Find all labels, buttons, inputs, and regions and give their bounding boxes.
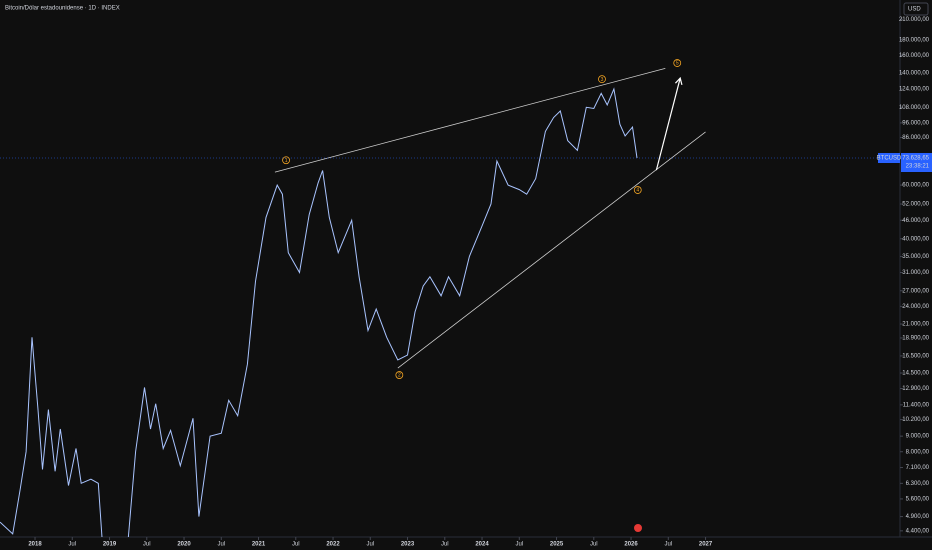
wave-marker — [395, 371, 404, 379]
wave-label: 1 — [285, 158, 288, 164]
y-tick-label: 160.000,00 — [899, 53, 930, 59]
y-tick-label: 140.000,00 — [899, 71, 930, 77]
x-tick-label: Jul — [292, 542, 300, 548]
x-tick-label: 2020 — [177, 542, 191, 548]
wave-marker — [633, 186, 642, 194]
price-line — [0, 87, 638, 537]
y-tick-label: 10.200,00 — [902, 417, 929, 423]
x-tick-label: 2026 — [624, 542, 638, 548]
y-tick-label: 27.000,00 — [902, 288, 929, 294]
y-tick-label: 7.100,00 — [906, 465, 930, 471]
y-tick-label: 46.000,00 — [902, 218, 929, 224]
x-tick-label: 2019 — [103, 542, 117, 548]
y-tick-label: 31.000,00 — [902, 270, 929, 276]
x-tick-label: 2023 — [401, 542, 415, 548]
y-tick-label: 9.000,00 — [906, 434, 930, 440]
last-price-label: 73.628,65 — [902, 156, 929, 162]
y-tick-label: 12.900,00 — [902, 386, 929, 392]
y-tick-label: 4.900,00 — [906, 514, 930, 520]
y-tick-label: 40.000,00 — [902, 236, 929, 242]
currency[interactable]: USD — [908, 7, 921, 13]
x-tick-label: Jul — [515, 542, 523, 548]
wave-marker — [282, 156, 290, 165]
arrow — [655, 76, 683, 171]
symbol-tag-label: BTCUSD — [877, 156, 902, 162]
symbol-tag — [878, 153, 900, 164]
y-tick-label: 96.000,00 — [902, 120, 929, 126]
x-tick-label: Jul — [366, 542, 374, 548]
y-tick-label: 180.000,00 — [899, 37, 930, 43]
y-tick-label: 210.000,00 — [899, 17, 930, 23]
trend-line — [274, 67, 666, 173]
x-tick-label: Jul — [143, 542, 151, 548]
event-icon[interactable] — [634, 524, 642, 532]
chart-title: Bitcoin/Dólar estadounidense · 1D · INDE… — [5, 6, 120, 12]
y-tick-label: 108.000,00 — [899, 105, 930, 111]
y-tick-label: 6.300,00 — [906, 481, 930, 487]
y-tick-label: 52.000,00 — [902, 202, 929, 208]
y-tick-label: 35.000,00 — [902, 254, 929, 260]
x-tick-label: 2018 — [28, 542, 42, 548]
x-tick-label: 2025 — [550, 542, 564, 548]
y-tick-label: 16.500,00 — [902, 354, 929, 360]
wave-label: 4 — [636, 188, 639, 194]
x-tick-label: 2021 — [252, 542, 266, 548]
plot-area — [0, 67, 900, 537]
x-tick-label: 2024 — [475, 542, 489, 548]
y-tick-label: 4.400,00 — [906, 528, 930, 534]
last-price-tag — [901, 153, 932, 173]
x-tick-label: Jul — [217, 542, 225, 548]
y-tick-label: 24.000,00 — [902, 304, 929, 310]
wave-label: 2 — [398, 373, 401, 379]
trend-line — [397, 131, 706, 369]
x-tick-label: Jul — [441, 542, 449, 548]
y-tick-label: 14.500,00 — [902, 371, 929, 377]
y-tick-label: 18.900,00 — [902, 336, 929, 342]
x-tick-label: 2022 — [326, 542, 340, 548]
wave-marker — [598, 75, 606, 84]
x-tick-label: Jul — [590, 542, 598, 548]
y-tick-label: 124.000,00 — [899, 87, 930, 93]
currency-box[interactable] — [903, 2, 929, 16]
y-tick-label: 11.400,00 — [903, 402, 930, 408]
y-tick-label: 60.000,00 — [902, 183, 929, 189]
y-tick-label: 5.600,00 — [906, 497, 930, 503]
y-tick-label: 8.000,00 — [906, 449, 930, 455]
countdown: 23:38:21 — [906, 164, 930, 170]
x-tick-label: Jul — [664, 542, 672, 548]
y-tick-label: 21.000,00 — [902, 322, 929, 328]
y-tick-label: 86.000,00 — [902, 135, 929, 141]
wave-label: 5 — [676, 61, 679, 67]
wave-marker — [673, 59, 682, 67]
x-tick-label: Jul — [68, 542, 76, 548]
wave-label: 3 — [601, 77, 604, 83]
x-tick-label: 2027 — [699, 542, 713, 548]
